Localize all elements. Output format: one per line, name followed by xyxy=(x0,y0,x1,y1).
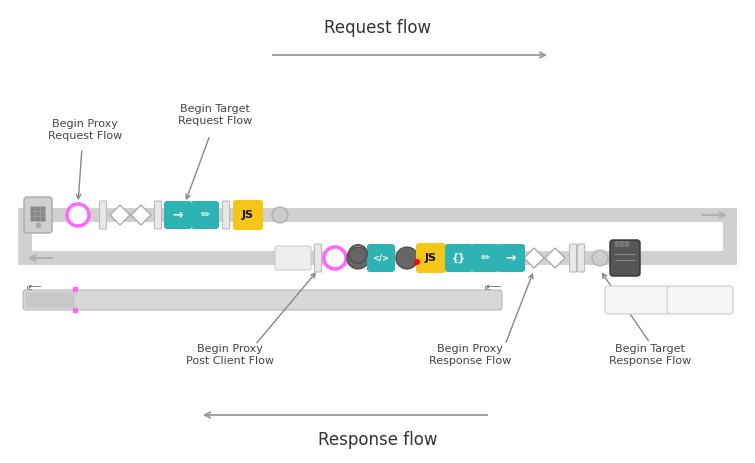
Text: F: F xyxy=(118,211,122,219)
FancyBboxPatch shape xyxy=(155,201,162,229)
FancyBboxPatch shape xyxy=(367,244,395,272)
FancyBboxPatch shape xyxy=(35,212,41,217)
Text: Begin Proxy
Request Flow: Begin Proxy Request Flow xyxy=(48,119,122,141)
Circle shape xyxy=(67,204,89,226)
FancyBboxPatch shape xyxy=(24,197,52,233)
Circle shape xyxy=(347,247,369,269)
FancyBboxPatch shape xyxy=(275,246,311,270)
FancyBboxPatch shape xyxy=(497,244,525,272)
Text: ✏: ✏ xyxy=(480,253,490,263)
Text: Response flow: Response flow xyxy=(319,431,438,449)
FancyBboxPatch shape xyxy=(667,286,733,314)
FancyBboxPatch shape xyxy=(35,206,41,212)
Text: </>: </> xyxy=(372,254,390,263)
FancyBboxPatch shape xyxy=(615,241,619,247)
FancyBboxPatch shape xyxy=(23,290,502,310)
Text: Begin Target
Request Flow: Begin Target Request Flow xyxy=(178,104,252,126)
Text: Begin Proxy
Post Client Flow: Begin Proxy Post Client Flow xyxy=(186,344,274,366)
FancyBboxPatch shape xyxy=(315,244,322,272)
FancyBboxPatch shape xyxy=(35,217,41,221)
FancyBboxPatch shape xyxy=(41,217,45,221)
FancyBboxPatch shape xyxy=(30,206,35,212)
FancyBboxPatch shape xyxy=(610,240,640,276)
Polygon shape xyxy=(524,248,544,268)
FancyBboxPatch shape xyxy=(605,286,671,314)
Text: Begin Proxy
Response Flow: Begin Proxy Response Flow xyxy=(429,344,511,366)
FancyBboxPatch shape xyxy=(569,244,577,272)
Text: ▾: ▾ xyxy=(355,253,361,263)
Text: ε: ε xyxy=(27,282,32,292)
FancyBboxPatch shape xyxy=(100,201,106,229)
FancyBboxPatch shape xyxy=(41,206,45,212)
FancyBboxPatch shape xyxy=(471,244,499,272)
FancyBboxPatch shape xyxy=(223,201,230,229)
FancyBboxPatch shape xyxy=(233,200,263,230)
Text: JS: JS xyxy=(425,253,437,263)
Text: →: → xyxy=(173,208,183,221)
FancyBboxPatch shape xyxy=(624,241,629,247)
Text: AX: AX xyxy=(287,254,299,263)
Text: {}: {} xyxy=(452,253,466,263)
Circle shape xyxy=(324,247,346,269)
FancyBboxPatch shape xyxy=(25,292,75,308)
Text: JS: JS xyxy=(242,210,254,220)
Circle shape xyxy=(592,250,608,266)
FancyBboxPatch shape xyxy=(164,201,192,229)
Circle shape xyxy=(414,259,420,265)
FancyBboxPatch shape xyxy=(191,201,219,229)
Polygon shape xyxy=(110,205,130,225)
Text: Request flow: Request flow xyxy=(325,19,432,37)
Polygon shape xyxy=(545,248,565,268)
Text: Next 〉: Next 〉 xyxy=(686,295,715,305)
FancyBboxPatch shape xyxy=(578,244,584,272)
FancyBboxPatch shape xyxy=(30,217,35,221)
FancyBboxPatch shape xyxy=(445,244,473,272)
Circle shape xyxy=(272,207,288,223)
Text: F: F xyxy=(553,254,557,263)
Text: 〈 Back: 〈 Back xyxy=(623,295,653,305)
Text: ε: ε xyxy=(485,282,489,292)
Circle shape xyxy=(396,247,418,269)
FancyBboxPatch shape xyxy=(416,243,446,273)
Polygon shape xyxy=(131,205,151,225)
FancyBboxPatch shape xyxy=(620,241,624,247)
Text: ✏: ✏ xyxy=(200,210,210,220)
Text: Begin Target
Response Flow: Begin Target Response Flow xyxy=(609,344,691,366)
FancyBboxPatch shape xyxy=(41,212,45,217)
Text: ↺: ↺ xyxy=(402,251,412,264)
Text: →: → xyxy=(506,251,516,264)
Text: T: T xyxy=(532,254,536,263)
FancyBboxPatch shape xyxy=(30,212,35,217)
Text: T: T xyxy=(139,211,143,219)
